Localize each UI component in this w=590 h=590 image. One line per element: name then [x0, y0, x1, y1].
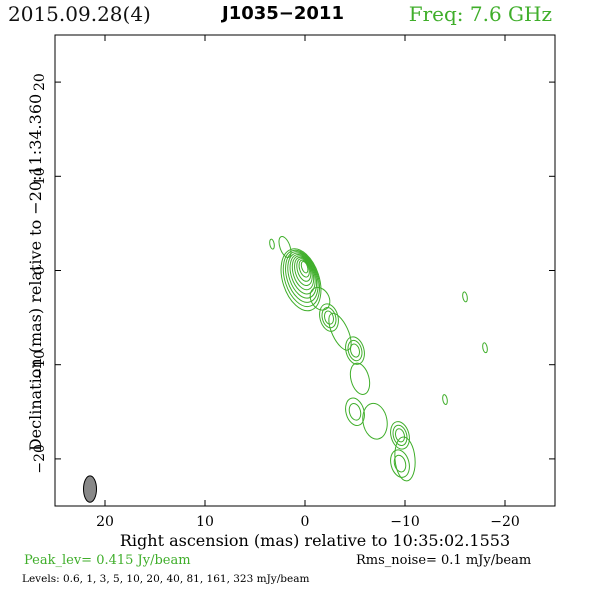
isolated-contour — [482, 342, 488, 354]
y-tick-label: 20 — [32, 73, 48, 91]
jet-knot-contour — [345, 336, 365, 365]
jet-knot-contour — [345, 397, 365, 427]
contour-levels: Levels: 0.6, 1, 3, 5, 10, 20, 40, 81, 16… — [22, 573, 310, 585]
core-contour — [296, 258, 312, 282]
jet-knot-contour — [323, 310, 335, 325]
observation-date: 2015.09.28(4) — [8, 2, 151, 26]
rms-noise: Rms_noise= 0.1 mJy/beam — [356, 553, 532, 568]
y-tick-label: 10 — [32, 167, 48, 185]
jet-knot-contour — [348, 402, 362, 421]
jet-envelope-contour — [309, 286, 331, 311]
jet-envelope-contour — [349, 362, 371, 395]
isolated-contour — [462, 291, 468, 303]
jet-knot-contour — [347, 339, 363, 362]
jet-knot-contour — [394, 428, 406, 443]
beam-group — [83, 475, 97, 503]
y-axis-label: Declination (mas) relative to −20:11:34.… — [26, 94, 45, 451]
contour-group — [269, 235, 488, 482]
core-contour — [287, 252, 318, 299]
x-axis-label: Right ascension (mas) relative to 10:35:… — [120, 531, 510, 550]
isolated-contour — [269, 238, 275, 250]
core-contour — [285, 251, 319, 303]
x-tick-label: 20 — [96, 514, 114, 530]
jet-knot-contour — [393, 454, 407, 473]
y-tick-label: −20 — [32, 444, 48, 474]
core-contour — [298, 259, 310, 278]
core-contour — [282, 249, 320, 308]
x-tick-label: 10 — [196, 514, 214, 530]
isolated-contour — [442, 394, 448, 405]
jet-knot-contour — [319, 303, 339, 332]
axis-ticks: 20 10 0 −10 −20 20 10 0 −10 −20 — [32, 35, 555, 530]
plot-frame — [54, 34, 556, 507]
jet-knot-contour — [390, 449, 410, 478]
y-tick-label: 0 — [32, 266, 48, 275]
x-tick-label: −10 — [390, 514, 420, 530]
peak-level: Peak_lev= 0.415 Jy/beam — [24, 553, 191, 568]
jet-knot-contour — [390, 421, 410, 450]
core-contour — [289, 253, 316, 295]
jet-knot-contour — [392, 424, 408, 446]
jet-knot-contour — [321, 306, 337, 329]
frequency-label: Freq: 7.6 GHz — [408, 2, 552, 26]
x-tick-label: 0 — [301, 514, 310, 530]
core-contour — [294, 256, 313, 286]
jet-envelope-contour — [394, 436, 416, 482]
jet-envelope-contour — [278, 235, 292, 258]
jet-knot-contour — [349, 343, 361, 358]
core-contour — [300, 261, 309, 274]
restoring-beam — [83, 475, 97, 503]
core-contour — [291, 255, 315, 291]
y-tick-label: −10 — [32, 350, 48, 380]
source-name: J1035−2011 — [222, 3, 344, 24]
x-tick-label: −20 — [490, 514, 520, 530]
jet-envelope-contour — [362, 402, 388, 440]
